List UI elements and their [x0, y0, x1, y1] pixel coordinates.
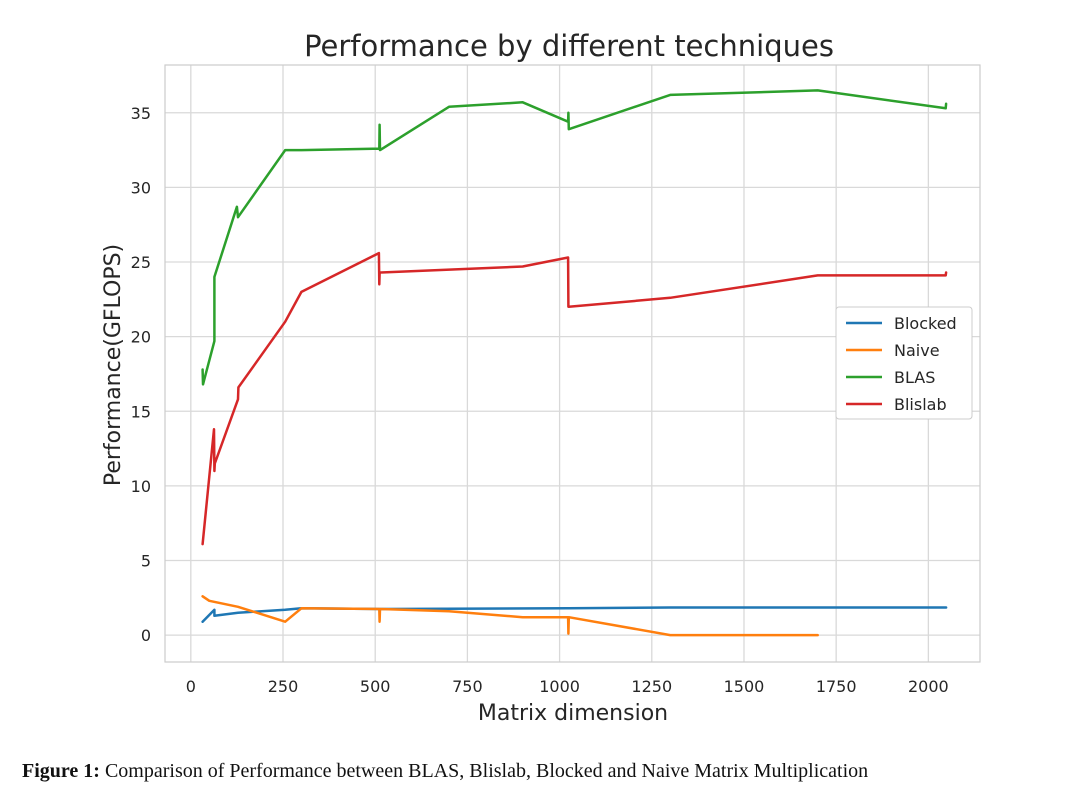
legend-label-naive: Naive [894, 341, 940, 360]
x-tick-label: 250 [268, 677, 299, 696]
series-line-naive [201, 595, 819, 637]
x-axis-title: Matrix dimension [478, 701, 668, 726]
x-tick-label: 2000 [908, 677, 949, 696]
y-tick-label: 35 [131, 104, 151, 123]
figure-caption-label: Figure 1: [22, 760, 100, 782]
legend: Blocked Naive BLAS Blislab [835, 306, 973, 420]
legend-label-blislab: Blislab [894, 395, 947, 414]
y-tick-label: 0 [141, 626, 151, 645]
chart-title: Performance by different techniques [304, 29, 834, 63]
x-tick-label: 1750 [816, 677, 857, 696]
y-tick-label: 25 [131, 253, 151, 272]
y-tick-label: 10 [131, 477, 151, 496]
y-axis-title: Performance(GFLOPS) [101, 244, 126, 486]
figure-caption-text: Comparison of Performance between BLAS, … [99, 760, 869, 782]
legend-box [835, 306, 973, 420]
legend-label-blocked: Blocked [894, 314, 957, 333]
x-axis-ticks: 0 250 500 750 1000 1250 1500 1750 2000 [186, 677, 949, 696]
y-tick-label: 5 [141, 552, 151, 571]
y-axis-ticks: 0 5 10 15 20 25 30 35 [131, 104, 151, 645]
y-tick-label: 30 [131, 178, 151, 197]
plot-frame [164, 64, 981, 663]
performance-chart: Performance by different techniques 0 250… [101, 29, 981, 726]
x-tick-label: 0 [186, 677, 196, 696]
series-lines [201, 89, 948, 637]
x-tick-label: 1000 [539, 677, 580, 696]
series-line-blas [201, 89, 948, 386]
legend-label-blas: BLAS [894, 368, 935, 387]
y-tick-label: 20 [131, 328, 151, 347]
figure-caption: Figure 1: Comparison of Performance betw… [22, 760, 1052, 783]
x-tick-label: 1500 [724, 677, 765, 696]
y-tick-label: 15 [131, 402, 151, 421]
x-tick-label: 500 [360, 677, 391, 696]
x-tick-label: 750 [452, 677, 483, 696]
x-tick-label: 1250 [631, 677, 672, 696]
series-line-blislab [201, 251, 948, 546]
